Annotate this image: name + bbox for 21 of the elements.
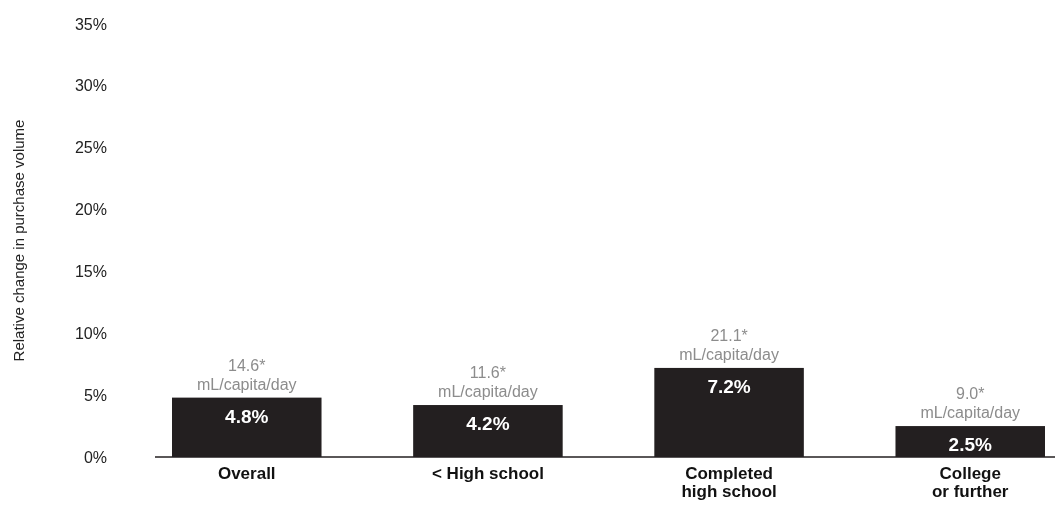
x-tick-label: Completed high school [681,464,777,501]
y-tick-label: 5% [83,386,107,404]
data-label: 4.2% [466,413,510,435]
data-label: 7.2% [707,375,751,397]
y-tick-label: 30% [74,77,107,95]
x-tick-label: College or further [931,464,1009,501]
y-tick-label: 20% [74,201,107,219]
annotation: 11.6* mL/capita/day [438,364,538,401]
y-tick-label: 15% [74,263,107,281]
y-tick-label: 25% [74,139,107,157]
y-tick-label: 0% [83,448,107,466]
annotation: 9.0* mL/capita/day [920,385,1021,422]
data-label: 4.8% [225,405,269,427]
y-tick-label: 10% [74,324,107,342]
y-tick-label: 35% [74,15,107,33]
data-label: 2.5% [948,434,992,456]
y-axis-title: Relative change in purchase volume [10,119,27,362]
x-tick-label: < High school [431,464,544,483]
x-tick-label: Overall [217,464,276,483]
annotation: 21.1* mL/capita/day [679,326,779,363]
annotation: 14.6* mL/capita/day [196,356,297,393]
